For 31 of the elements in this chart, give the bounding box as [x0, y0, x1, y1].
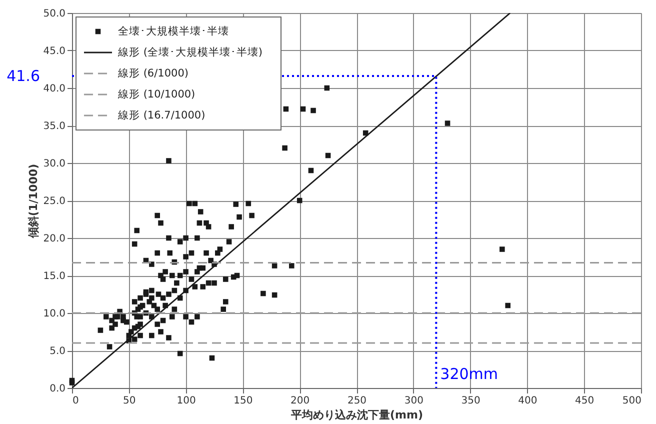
x-tick-label: 250 [347, 396, 367, 406]
y-tick-label: 10.0 [43, 308, 66, 320]
x-axis-title: 平均めり込み沈下量(mm) [290, 408, 423, 422]
x-tick-label: 0 [72, 396, 79, 406]
y-tick-label: 15.0 [43, 271, 66, 282]
y-tick-label: 20.0 [43, 234, 66, 244]
y-tick-label: 45.0 [43, 46, 66, 57]
y-axis-title: 傾斜(1/1000) [27, 164, 40, 240]
x-tick-label: 150 [234, 396, 253, 406]
annotation: 320mm [440, 365, 498, 383]
x-tick-label: 450 [575, 396, 594, 406]
x-tick-label: 400 [518, 396, 538, 406]
x-tick-label: 500 [622, 396, 642, 406]
y-tick-label: 30.0 [43, 158, 66, 170]
y-tick-label: 5.0 [50, 346, 66, 357]
legend-label: 全壊･大規模半壊･半壊 [118, 24, 229, 38]
x-tick-label: 50 [123, 396, 136, 406]
x-tick-label: 350 [461, 396, 480, 406]
y-tick-label: 0.0 [50, 384, 66, 394]
legend-label: 線形 (6/1000) [117, 68, 188, 80]
y-tick-label: 50.0 [43, 8, 66, 20]
x-tick-label: 200 [290, 396, 310, 406]
y-tick-label: 25.0 [43, 196, 66, 207]
x-tick-label: 300 [404, 396, 424, 406]
legend-label: 線形 (10/1000) [117, 88, 196, 100]
annotation: 41.6 [6, 67, 40, 85]
x-tick-label: 100 [176, 396, 196, 406]
legend-label: 線形 (全壊･大規模半壊･半壊) [117, 46, 263, 58]
y-tick-label: 35.0 [43, 121, 66, 132]
y-tick-label: 40.0 [43, 84, 66, 94]
legend-label: 線形 (16.7/1000) [117, 110, 206, 122]
